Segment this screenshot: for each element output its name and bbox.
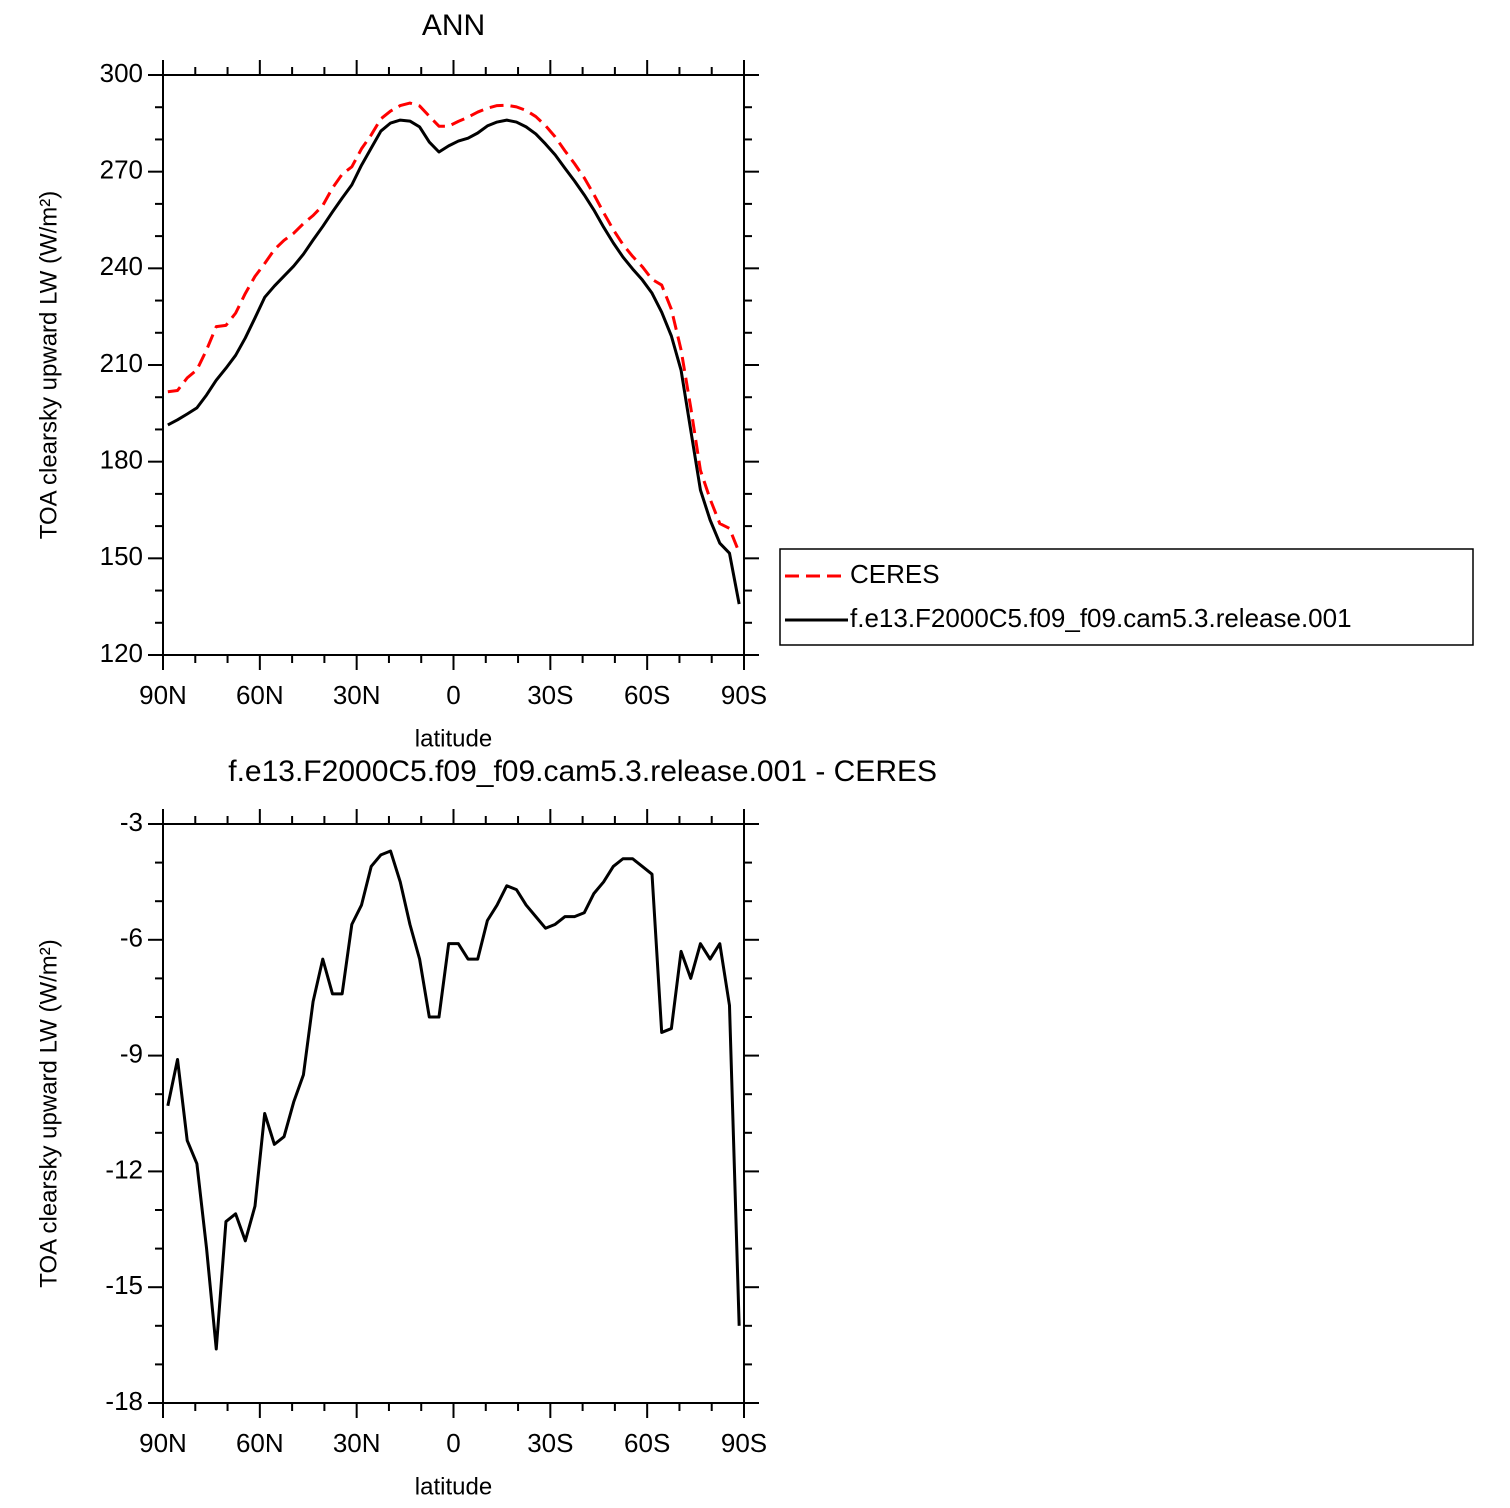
legend-box xyxy=(779,548,1474,646)
y-axis-label: TOA clearsky upward LW (W/m²) xyxy=(35,191,62,540)
x-tick-label: 60N xyxy=(236,680,284,710)
x-tick-label: 30N xyxy=(333,680,381,710)
plot-frame xyxy=(162,823,745,1404)
x-tick-label: 90N xyxy=(139,1428,187,1458)
y-tick-label: 210 xyxy=(100,348,143,378)
x-tick-label: 60S xyxy=(624,1428,670,1458)
series-line xyxy=(166,849,741,1351)
x-axis-label: latitude xyxy=(415,725,492,752)
y-tick-label: 120 xyxy=(100,638,143,668)
x-tick-label: 30S xyxy=(527,680,573,710)
legend-label: f.e13.F2000C5.f09_f09.cam5.3.release.001 xyxy=(850,603,1352,633)
x-tick-label: 0 xyxy=(446,1428,460,1458)
y-tick-label: -18 xyxy=(105,1386,143,1416)
y-axis-label: TOA clearsky upward LW (W/m²) xyxy=(35,939,62,1288)
y-tick-label: -3 xyxy=(120,807,143,837)
x-tick-label: 90S xyxy=(721,680,767,710)
x-tick-label: 0 xyxy=(446,680,460,710)
x-tick-label: 60S xyxy=(624,680,670,710)
x-tick-label: 30S xyxy=(527,1428,573,1458)
x-axis-label: latitude xyxy=(415,1473,492,1500)
x-tick-label: 90S xyxy=(721,1428,767,1458)
series-line xyxy=(167,118,741,605)
y-tick-label: 150 xyxy=(100,541,143,571)
legend-label: CERES xyxy=(850,559,940,589)
x-tick-label: 60N xyxy=(236,1428,284,1458)
x-tick-label: 90N xyxy=(139,680,187,710)
y-tick-label: -12 xyxy=(105,1154,143,1184)
y-tick-label: 270 xyxy=(100,155,143,185)
chart-title: f.e13.F2000C5.f09_f09.cam5.3.release.001… xyxy=(228,755,937,788)
y-tick-label: -6 xyxy=(120,923,143,953)
x-tick-label: 30N xyxy=(333,1428,381,1458)
series-line xyxy=(167,101,741,554)
plot-frame xyxy=(162,74,745,656)
y-tick-label: -9 xyxy=(120,1038,143,1068)
y-tick-label: 180 xyxy=(100,445,143,475)
y-tick-label: -15 xyxy=(105,1270,143,1300)
y-tick-label: 240 xyxy=(100,251,143,281)
chart-title: ANN xyxy=(422,9,485,42)
y-tick-label: 300 xyxy=(100,58,143,88)
